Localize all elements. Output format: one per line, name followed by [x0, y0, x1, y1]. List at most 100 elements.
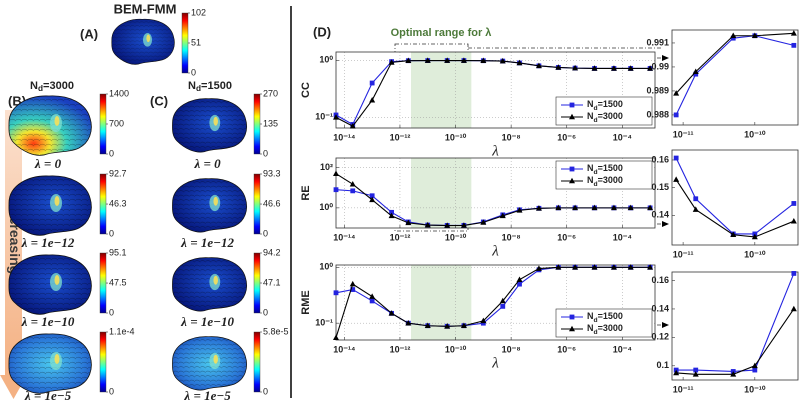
x-axis-label: λ [491, 143, 499, 159]
legend-box [555, 96, 653, 126]
marker [388, 59, 395, 65]
marker [369, 196, 376, 203]
brain-hotspot [54, 354, 60, 364]
marker [349, 280, 356, 287]
marker [673, 90, 680, 96]
legend-label: Nd=1500 [587, 311, 623, 323]
colorbar-tick-label: 135 [263, 118, 278, 128]
lambda-caption: λ = 1e−12 [180, 235, 234, 250]
brain-sulci [8, 175, 92, 236]
brain-hotspot [146, 34, 151, 43]
plot-frame [335, 51, 656, 129]
brain-sulci [172, 98, 247, 153]
brain-hotspot [213, 196, 218, 206]
marker [572, 64, 579, 71]
y-tick-label: 10⁻¹ [315, 318, 333, 328]
marker [647, 65, 654, 71]
x-tick-label: 10⁻⁴ [613, 232, 632, 242]
colorbar-tick-label: 5.8e-5 [263, 326, 289, 336]
x-tick-label: 10⁻⁸ [502, 344, 521, 354]
marker [444, 323, 451, 329]
marker [480, 320, 486, 326]
marker [499, 212, 506, 219]
y-tick-label: 0.1 [656, 360, 669, 370]
marker [333, 290, 339, 296]
colorbar [99, 252, 107, 314]
legend-marker [569, 325, 575, 332]
legend-label: Nd=3000 [587, 111, 623, 123]
marker [647, 264, 654, 270]
marker [516, 207, 523, 213]
marker [499, 57, 506, 64]
marker [333, 334, 339, 340]
legend-label: Nd=3000 [587, 175, 623, 187]
optimal-range-band [411, 158, 472, 228]
marker [791, 42, 797, 48]
x-tick-label: 10⁻⁶ [557, 132, 576, 142]
brain-image [171, 98, 248, 153]
brain-image [171, 178, 248, 233]
marker [555, 204, 562, 211]
colorbar-tick-label: 700 [109, 118, 124, 128]
brain-hotspot [54, 275, 60, 285]
y-tick-label: 0.15 [651, 182, 669, 192]
y-tick-label: 0.12 [651, 332, 669, 342]
marker [350, 188, 356, 194]
legend-marker [569, 113, 575, 120]
marker [369, 193, 375, 199]
panel-d-label: (D) [313, 24, 331, 39]
x-axis-label: λ [491, 355, 499, 371]
legend-box [555, 160, 653, 190]
marker [480, 57, 487, 64]
marker [790, 217, 797, 224]
optimal-range-annotation: Optimal range for λ [391, 27, 492, 39]
marker [693, 196, 699, 202]
colorbar [253, 93, 261, 155]
marker [535, 265, 542, 271]
marker [791, 271, 797, 276]
plot-frame [671, 149, 799, 246]
brain-sulci [8, 333, 92, 394]
x-tick-label: 10⁻¹⁰ [744, 129, 766, 139]
brain-image [171, 257, 248, 312]
legend-marker [569, 102, 575, 108]
marker [610, 65, 617, 71]
series-line [335, 266, 651, 338]
x-tick-label: 10⁻⁶ [557, 344, 576, 354]
legend-marker [569, 166, 575, 172]
colorbar-tick-label: 93.3 [263, 168, 281, 178]
marker [517, 281, 522, 287]
colorbar-tick-label: 92.7 [109, 168, 127, 178]
marker [555, 64, 562, 70]
lambda-caption: λ = 1e−10 [21, 314, 75, 329]
marker [751, 233, 758, 240]
y-axis-label: RME [300, 290, 312, 314]
lambda-caption: λ = 0 [34, 156, 62, 171]
y-tick-label: 0.99 [651, 61, 669, 71]
colorbar [253, 173, 261, 235]
marker [480, 219, 487, 225]
colorbar [99, 173, 107, 235]
marker [627, 204, 634, 211]
plot-frame [335, 264, 656, 341]
x-tick-label: 10⁻¹² [390, 344, 411, 354]
y-tick-label: 0.16 [651, 154, 669, 164]
plot-frame [335, 157, 656, 229]
x-tick-label: 10⁻¹¹ [673, 129, 694, 139]
marker [405, 219, 412, 226]
marker [444, 57, 451, 63]
marker [369, 293, 376, 299]
legend-label: Nd=1500 [587, 163, 623, 175]
lambda-caption: λ = 1e−5 [183, 388, 231, 403]
brain-image [111, 18, 175, 65]
colorbar-tick-label: 1.1e-4 [109, 326, 135, 336]
x-axis-label: λ [491, 243, 499, 259]
brain-hotspot [213, 354, 218, 364]
marker [752, 367, 758, 373]
marker [751, 32, 758, 39]
legend-label: Nd=1500 [587, 99, 623, 111]
marker [405, 319, 412, 326]
marker [791, 201, 797, 206]
colorbar-tick-label: 0 [109, 228, 114, 238]
colorbar-tick-label: 0 [109, 386, 114, 396]
